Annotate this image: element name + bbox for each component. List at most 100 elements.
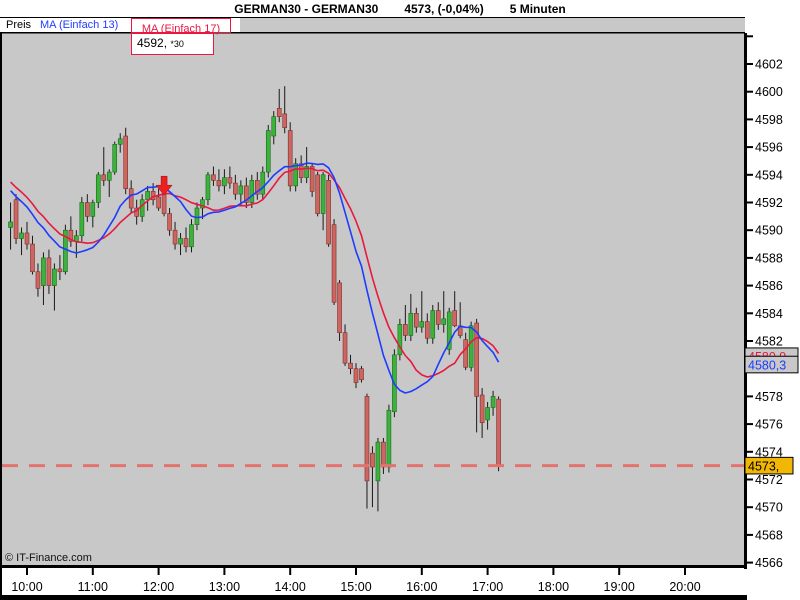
x-tick: [289, 568, 292, 575]
candle-up: [408, 312, 414, 336]
candle-wick: [103, 147, 105, 186]
candle-down: [479, 394, 485, 424]
x-axis: 10:00 11:00 12:00 13:00 14:00 15:00 16:00 17:00…: [11, 568, 701, 594]
candle-down: [359, 368, 364, 381]
candle-down: [216, 180, 222, 187]
candle-down: [282, 113, 288, 129]
bottom-scroll-bar[interactable]: [0, 595, 747, 600]
x-tick-label: 20:00: [669, 580, 700, 594]
y-tick: [746, 450, 753, 453]
candle-wick: [371, 446, 373, 508]
sell-arrow-icon: [155, 175, 173, 196]
candle-up: [260, 171, 266, 195]
candle-down: [342, 332, 348, 364]
candle-down: [353, 368, 359, 383]
candle-wick: [284, 86, 286, 134]
y-tick-label: 4592: [755, 196, 783, 210]
candle-down: [13, 199, 19, 239]
y-tick-label: 4574: [755, 445, 783, 459]
candle-up: [205, 174, 211, 201]
y-tick-label: 4584: [755, 307, 783, 321]
y-tick: [746, 90, 753, 93]
x-tick: [26, 568, 28, 575]
y-tick: [746, 533, 753, 536]
candle-up: [441, 318, 447, 325]
candle-up: [485, 407, 490, 421]
candle-down: [403, 324, 408, 336]
y-tick: [746, 395, 753, 398]
x-tick: [420, 568, 423, 575]
legend-ma13-label[interactable]: MA (Einfach 13): [40, 19, 119, 31]
y-tick-label: 4598: [755, 113, 783, 127]
x-tick-label: 16:00: [406, 580, 437, 594]
candle-up: [189, 224, 194, 248]
candle-down: [463, 339, 468, 368]
candle-down: [167, 213, 172, 231]
y-tick: [746, 229, 753, 232]
candle-down: [128, 188, 134, 209]
y-axis: 4566456845704572457445764578458045824584…: [746, 35, 783, 570]
y-tick-label: 4602: [755, 58, 783, 72]
ma-line-17[interactable]: [10, 167, 500, 378]
y-tick-label: 4578: [755, 390, 783, 404]
tooltip-value: 4592,: [137, 36, 171, 50]
copyright-label: © IT-Finance.com: [5, 552, 92, 564]
candle-wick: [454, 291, 456, 328]
candle-up: [41, 257, 46, 286]
indicator-legend-bar: Preis MA (Einfach 13) MA (Einfach 17): [0, 17, 745, 35]
candle-down: [123, 135, 128, 189]
candle-up: [139, 199, 145, 217]
candle-down: [68, 229, 74, 242]
y-tick-label: 4590: [755, 224, 783, 238]
candle-down: [337, 282, 342, 333]
candle-down: [424, 321, 430, 339]
instrument-title: GERMAN30 - GERMAN30: [234, 1, 379, 16]
x-tick-label: 10:00: [11, 580, 42, 594]
candle-up: [397, 324, 403, 356]
plot-area[interactable]: [2, 33, 744, 566]
candle-wick: [404, 304, 406, 341]
y-tick: [746, 561, 753, 564]
candle-up: [238, 185, 244, 195]
candle-wick: [21, 227, 23, 256]
ma-line-13[interactable]: [10, 162, 500, 394]
candle-up: [222, 177, 227, 187]
candle-down: [24, 232, 30, 245]
candle-up: [386, 409, 392, 468]
candle-down: [315, 174, 320, 214]
price-tag-value: 4580,3: [748, 358, 786, 372]
candle-up: [8, 221, 13, 228]
candle-down: [211, 174, 216, 181]
y-tick: [746, 340, 753, 342]
legend-ma17-selected-box[interactable]: MA (Einfach 17): [131, 18, 231, 35]
candle-up: [293, 163, 298, 187]
y-tick: [746, 118, 753, 121]
legend-ma17-label: MA (Einfach 17): [141, 23, 221, 35]
candle-wick: [108, 169, 110, 197]
candle-down: [227, 177, 233, 184]
candle-wick: [421, 291, 423, 333]
candle-up: [90, 202, 96, 217]
y-tick: [746, 284, 753, 287]
x-tick-label: 17:00: [472, 580, 503, 594]
candle-up: [249, 180, 255, 203]
title-bar: GERMAN30 - GERMAN30 4573, (-0,04%) 5 Min…: [0, 0, 800, 17]
candle-up: [145, 191, 150, 201]
candle-up: [19, 232, 24, 239]
x-tick: [486, 568, 489, 575]
candle-up: [490, 396, 496, 408]
candle-down: [244, 185, 249, 203]
y-tick-label: 4586: [755, 279, 783, 293]
candle-down: [331, 224, 337, 303]
candle-down: [276, 108, 282, 117]
y-tick-label: 4600: [755, 85, 783, 99]
candle-down: [326, 180, 331, 245]
y-tick-label: 4570: [755, 501, 783, 515]
candle-down: [348, 362, 353, 370]
last-quote: 4573, (-0,04%): [404, 1, 484, 16]
y-tick-label: 4594: [755, 168, 783, 182]
candle-up: [178, 238, 183, 245]
candle-up: [430, 310, 436, 339]
